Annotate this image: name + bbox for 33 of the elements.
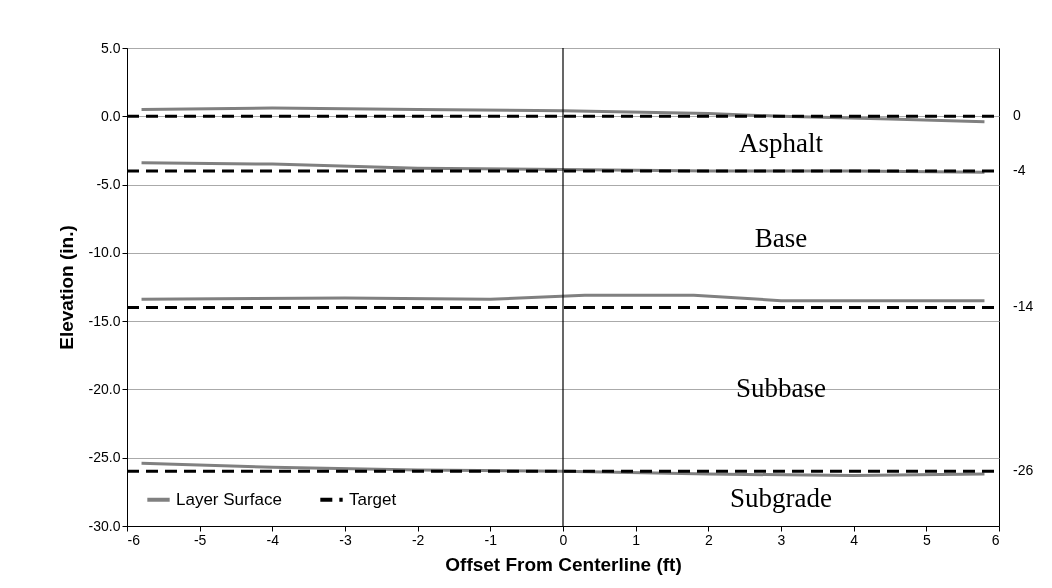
legend-label: Target: [349, 489, 397, 509]
x-tick-label: 1: [632, 531, 641, 548]
x-tick-label: -2: [411, 531, 425, 548]
x-tick-label: 2: [704, 531, 713, 548]
x-tick-label: 4: [850, 531, 859, 548]
x-tick-label: -5: [193, 531, 207, 548]
y-tick-label: 0.0: [101, 107, 121, 124]
y-tick-label: -5.0: [96, 176, 121, 193]
x-tick-label: 5: [922, 531, 931, 548]
annotation: Base: [754, 223, 808, 254]
x-tick-label: -4: [266, 531, 280, 548]
data-label: -26: [1013, 462, 1034, 479]
x-tick-label: -1: [484, 531, 498, 548]
x-tick-label: -6: [127, 531, 141, 548]
annotation: Subgrade: [730, 482, 832, 513]
y-tick-label: -10.0: [88, 244, 121, 261]
data-label: -4: [1013, 161, 1026, 178]
x-tick-label: 6: [991, 531, 1000, 548]
y-tick-label: -30.0: [88, 517, 121, 534]
x-tick-label: -3: [339, 531, 352, 548]
data-label: 0: [1013, 107, 1021, 124]
y-tick-label: 5.0: [101, 39, 121, 56]
y-tick-label: -25.0: [88, 449, 121, 466]
annotation: Subbase: [736, 373, 827, 404]
x-axis-title: Offset From Centerline (ft): [445, 553, 682, 575]
x-tick-label: 3: [777, 531, 786, 548]
y-tick-label: -20.0: [88, 380, 121, 397]
x-tick-label: 0: [559, 531, 568, 548]
annotation: Asphalt: [739, 127, 824, 158]
legend-label: Layer Surface: [176, 489, 282, 509]
y-tick-label: -15.0: [88, 312, 121, 329]
data-label: -14: [1013, 298, 1034, 315]
y-axis-title: Elevation (in.): [55, 225, 77, 350]
